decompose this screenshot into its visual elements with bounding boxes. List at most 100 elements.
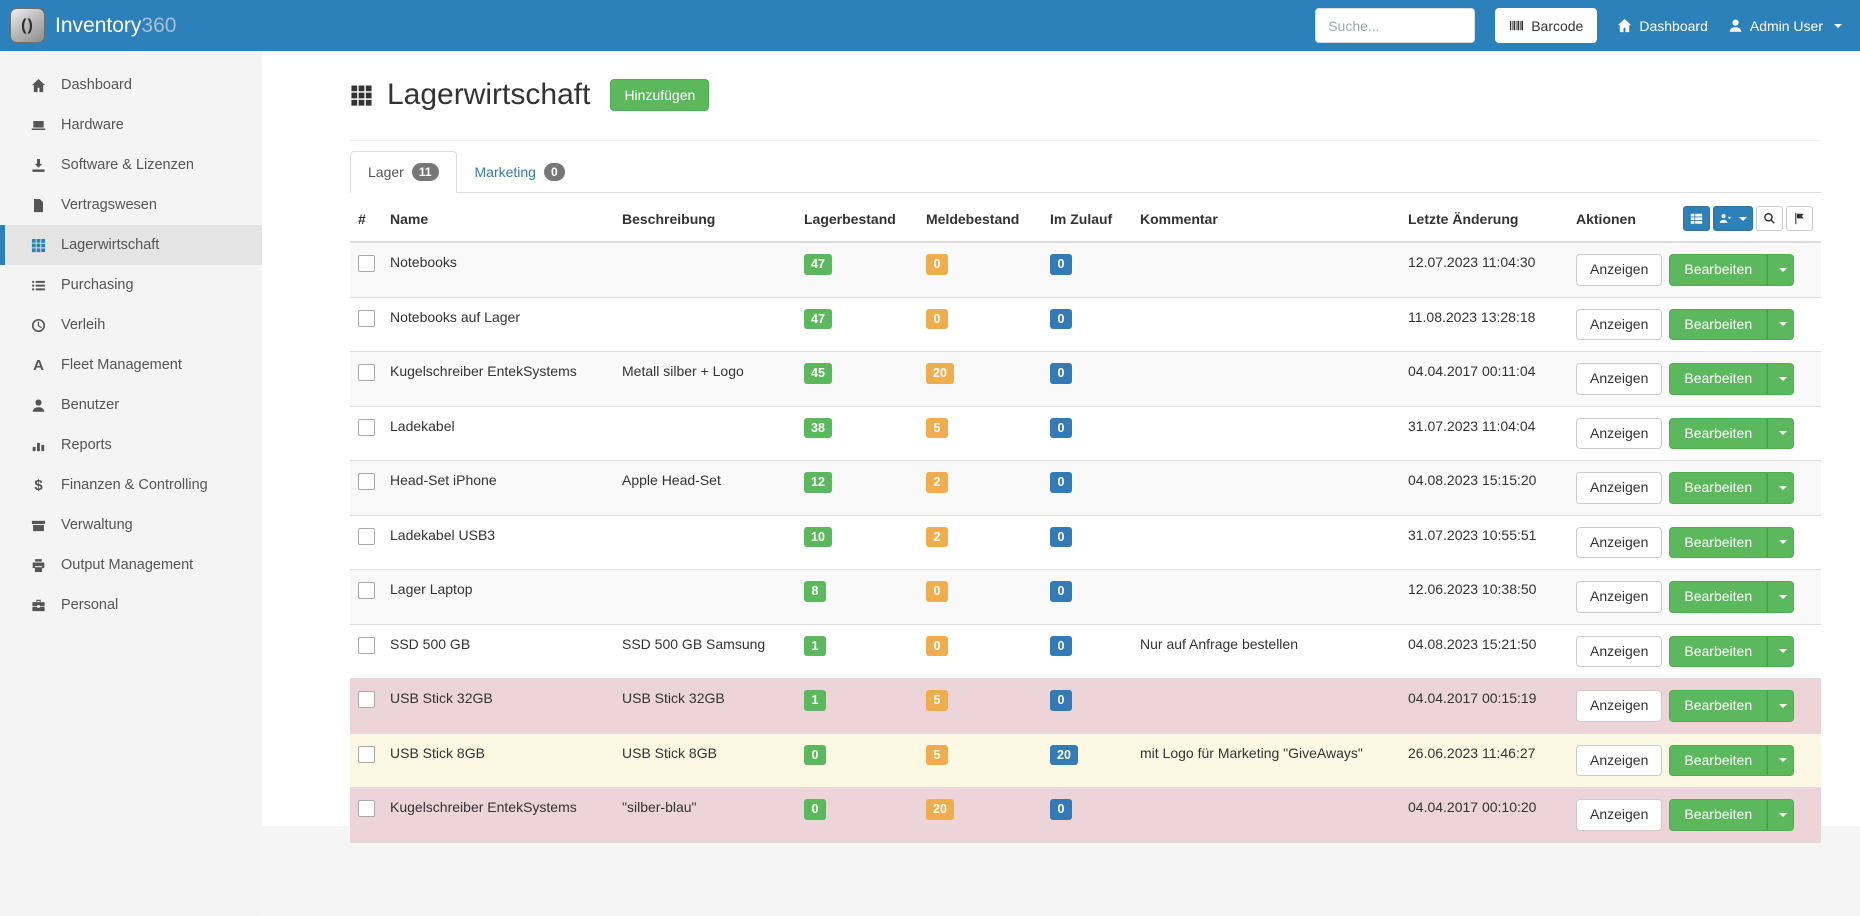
sidebar-item-fleet-management[interactable]: A Fleet Management	[0, 345, 262, 385]
view-button[interactable]: Anzeigen	[1576, 581, 1663, 613]
sidebar-item-verwaltung[interactable]: Verwaltung	[0, 505, 262, 545]
sidebar-item-dashboard[interactable]: Dashboard	[0, 65, 262, 105]
tab-bar: Lager 11 Marketing 0	[350, 151, 1821, 193]
edit-dropdown-button[interactable]	[1767, 581, 1795, 613]
barcode-button[interactable]: Barcode	[1495, 8, 1598, 43]
cell-name: Notebooks	[382, 241, 614, 297]
edit-dropdown-button[interactable]	[1767, 799, 1795, 831]
view-button[interactable]: Anzeigen	[1576, 690, 1663, 722]
edit-button[interactable]: Bearbeiten	[1669, 308, 1768, 340]
view-button[interactable]: Anzeigen	[1576, 308, 1663, 340]
row-checkbox[interactable]	[358, 582, 375, 599]
edit-dropdown-button[interactable]	[1767, 744, 1795, 776]
edit-button[interactable]: Bearbeiten	[1669, 635, 1768, 667]
sidebar-item-label: Hardware	[61, 117, 124, 133]
table-row: Ladekabel 38 5 0 31.07.2023 11:04:04 Anzeigen…	[350, 405, 1821, 461]
stock-badge: 47	[804, 254, 832, 275]
cell-name: Ladekabel USB3	[382, 514, 614, 570]
add-button[interactable]: Hinzufügen	[610, 79, 710, 111]
sidebar-item-lagerwirtschaft[interactable]: Lagerwirtschaft	[0, 225, 262, 265]
edit-button[interactable]: Bearbeiten	[1669, 690, 1768, 722]
view-button[interactable]: Anzeigen	[1576, 526, 1663, 558]
font-a-icon: A	[33, 356, 44, 374]
edit-dropdown-button[interactable]	[1767, 472, 1795, 504]
edit-split-button: Bearbeiten	[1669, 308, 1795, 340]
edit-button[interactable]: Bearbeiten	[1669, 417, 1768, 449]
row-checkbox[interactable]	[358, 364, 375, 381]
row-checkbox[interactable]	[358, 691, 375, 708]
row-checkbox[interactable]	[358, 418, 375, 436]
view-button[interactable]: Anzeigen	[1576, 417, 1663, 449]
sidebar-item-benutzer[interactable]: Benutzer	[0, 385, 262, 425]
cell-comment	[1132, 296, 1400, 352]
search-button[interactable]	[1756, 206, 1783, 231]
edit-button[interactable]: Bearbeiten	[1669, 744, 1768, 776]
row-checkbox[interactable]	[358, 473, 375, 490]
incoming-badge: 0	[1050, 635, 1072, 656]
view-button[interactable]: Anzeigen	[1576, 472, 1663, 504]
edit-button[interactable]: Bearbeiten	[1669, 254, 1768, 286]
brand-link[interactable]: () Inventory360	[10, 8, 176, 43]
sidebar-item-verleih[interactable]: Verleih	[0, 305, 262, 345]
sidebar-item-label: Lagerwirtschaft	[61, 237, 160, 253]
row-checkbox[interactable]	[358, 745, 375, 763]
search-input[interactable]	[1315, 8, 1476, 43]
cell-modified: 12.06.2023 10:38:50	[1400, 569, 1568, 624]
sidebar-item-reports[interactable]: Reports	[0, 425, 262, 465]
view-button[interactable]: Anzeigen	[1576, 799, 1663, 831]
sidebar-item-software-lizenzen[interactable]: Software & Lizenzen	[0, 145, 262, 185]
sidebar-item-label: Fleet Management	[61, 357, 182, 373]
view-button[interactable]: Anzeigen	[1576, 363, 1663, 395]
row-checkbox[interactable]	[358, 255, 375, 272]
edit-dropdown-button[interactable]	[1767, 635, 1795, 667]
incoming-badge: 0	[1050, 363, 1072, 384]
sidebar-item-output-management[interactable]: Output Management	[0, 545, 262, 585]
sidebar-item-personal[interactable]: Personal	[0, 585, 262, 625]
cell-name: Kugelschreiber EntekSystems	[382, 787, 614, 842]
sidebar-item-label: Dashboard	[61, 77, 132, 93]
edit-button[interactable]: Bearbeiten	[1669, 799, 1768, 831]
edit-button[interactable]: Bearbeiten	[1669, 363, 1768, 395]
edit-button[interactable]: Bearbeiten	[1669, 526, 1768, 558]
edit-dropdown-button[interactable]	[1767, 254, 1795, 286]
sidebar-item-finanzen-controlling[interactable]: $ Finanzen & Controlling	[0, 465, 262, 505]
tab-marketing[interactable]: Marketing 0	[457, 151, 583, 193]
sidebar-item-purchasing[interactable]: Purchasing	[0, 265, 262, 305]
view-button[interactable]: Anzeigen	[1576, 254, 1663, 286]
list-view-button[interactable]	[1683, 206, 1710, 231]
reorder-badge: 20	[926, 799, 954, 820]
view-button[interactable]: Anzeigen	[1576, 635, 1663, 667]
user-menu[interactable]: Admin User	[1728, 18, 1842, 34]
row-checkbox[interactable]	[358, 527, 375, 545]
cell-modified: 31.07.2023 10:55:51	[1400, 514, 1568, 570]
row-checkbox[interactable]	[358, 309, 375, 327]
tab-lager[interactable]: Lager 11	[350, 151, 457, 193]
cell-modified: 04.04.2017 00:10:20	[1400, 787, 1568, 842]
row-checkbox[interactable]	[358, 636, 375, 654]
edit-dropdown-button[interactable]	[1767, 526, 1795, 558]
stock-badge: 47	[804, 308, 832, 329]
sidebar-item-hardware[interactable]: Hardware	[0, 105, 262, 145]
view-button[interactable]: Anzeigen	[1576, 744, 1663, 776]
edit-dropdown-button[interactable]	[1767, 308, 1795, 340]
edit-button[interactable]: Bearbeiten	[1669, 472, 1768, 504]
flag-button[interactable]	[1786, 206, 1813, 231]
sidebar-item-vertragswesen[interactable]: Vertragswesen	[0, 185, 262, 225]
reorder-badge: 5	[926, 744, 948, 765]
edit-dropdown-button[interactable]	[1767, 363, 1795, 395]
edit-dropdown-button[interactable]	[1767, 690, 1795, 722]
row-checkbox[interactable]	[358, 800, 375, 817]
edit-split-button: Bearbeiten	[1669, 526, 1795, 558]
stock-badge: 1	[804, 635, 826, 656]
sidebar-item-label: Reports	[61, 437, 112, 453]
incoming-badge: 0	[1050, 254, 1072, 275]
edit-button[interactable]: Bearbeiten	[1669, 581, 1768, 613]
th-list-icon	[1690, 212, 1703, 225]
sidebar-item-label: Vertragswesen	[61, 197, 157, 213]
edit-dropdown-button[interactable]	[1767, 417, 1795, 449]
nav-dashboard-link[interactable]: Dashboard	[1617, 18, 1708, 34]
user-export-button[interactable]	[1713, 206, 1753, 231]
incoming-badge: 0	[1050, 690, 1072, 711]
column-header-actions: Aktionen	[1568, 193, 1821, 243]
home-icon	[1617, 18, 1632, 33]
